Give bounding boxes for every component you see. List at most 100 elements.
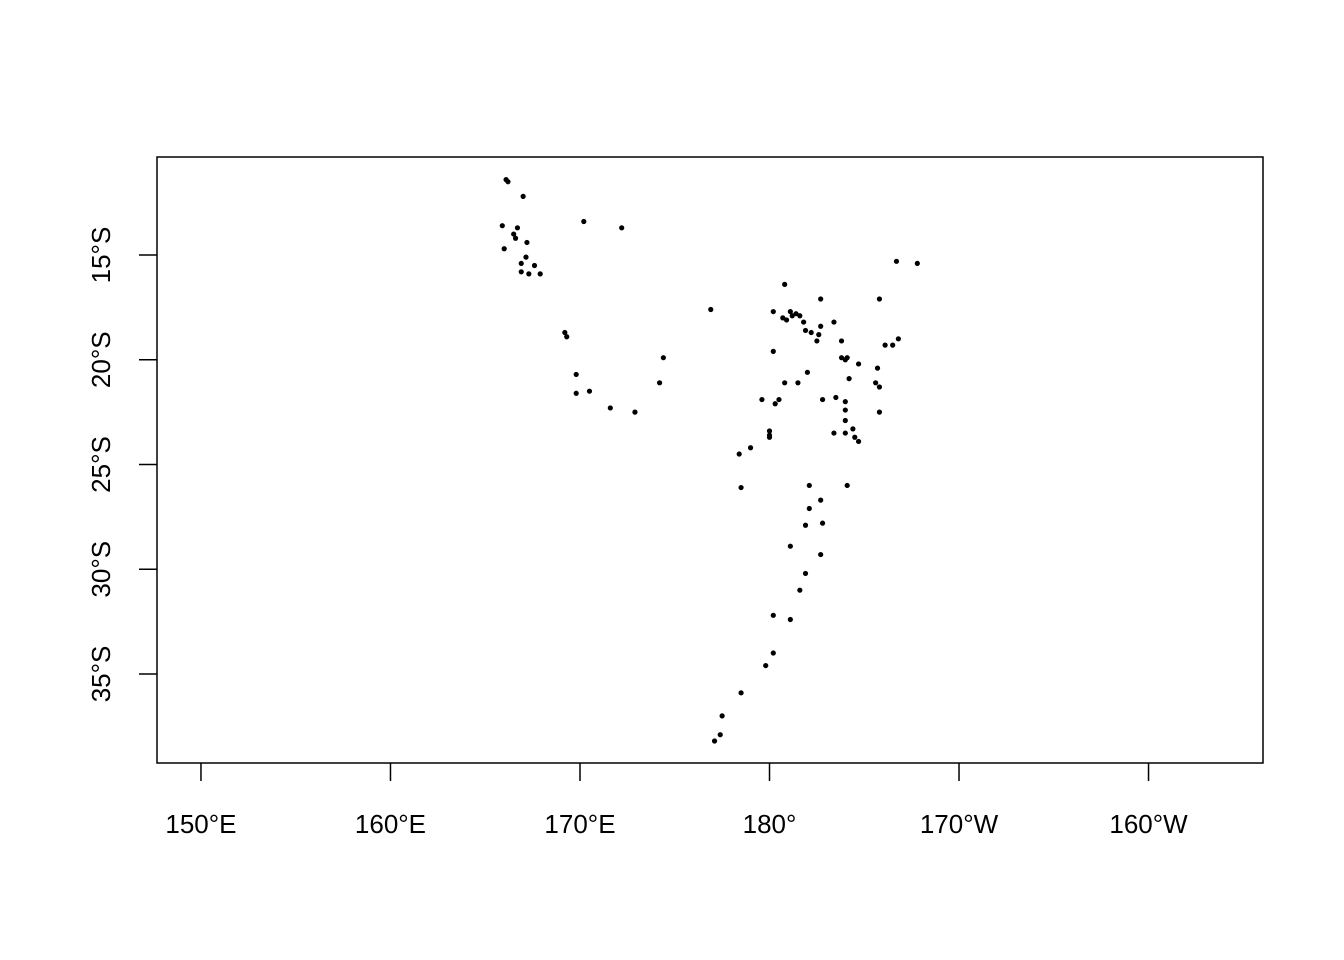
point (819, 396, 826, 403)
point (770, 612, 776, 618)
point (842, 399, 848, 405)
point (882, 342, 888, 348)
point (780, 315, 786, 321)
x-tick-label: 150°E (165, 809, 236, 839)
point (766, 434, 773, 440)
plot-frame (156, 156, 1264, 764)
x-tick-label: 160°E (355, 809, 426, 839)
y-tick-label: 35°S (86, 646, 116, 703)
point (850, 426, 856, 432)
point (842, 357, 848, 363)
point (738, 690, 744, 696)
point (819, 520, 826, 526)
point (763, 662, 769, 669)
x-tick-label: 170°W (920, 809, 999, 839)
point (806, 482, 812, 489)
point (873, 380, 879, 386)
point (842, 430, 848, 436)
point (573, 390, 579, 396)
x-tick-label: 170°E (544, 809, 615, 839)
point (802, 570, 809, 577)
point (808, 329, 814, 336)
point (512, 235, 519, 241)
point (816, 332, 822, 338)
point (876, 296, 883, 302)
point (586, 388, 593, 394)
point (844, 482, 850, 489)
point (656, 380, 663, 386)
point (855, 438, 862, 445)
point (846, 376, 852, 382)
point (499, 223, 505, 229)
point (783, 317, 790, 323)
x-tick-label: 180° (743, 809, 797, 839)
point (719, 713, 725, 719)
point (573, 371, 579, 378)
point (738, 484, 744, 491)
point (747, 445, 754, 451)
point (770, 308, 776, 315)
point (518, 269, 524, 275)
point (814, 338, 820, 344)
point (802, 327, 809, 334)
point (797, 313, 803, 319)
point (523, 254, 529, 260)
point (766, 428, 773, 434)
point (838, 355, 845, 361)
point (855, 361, 862, 367)
point (914, 260, 920, 267)
point (520, 193, 526, 199)
point (518, 260, 524, 267)
point (772, 401, 778, 407)
point (876, 384, 883, 390)
y-tick-label: 20°S (86, 331, 116, 388)
point (842, 407, 848, 413)
point (537, 271, 543, 277)
point (804, 369, 811, 375)
point (833, 394, 839, 401)
point (770, 650, 776, 656)
point (890, 342, 896, 348)
point (524, 239, 530, 246)
point (564, 334, 570, 340)
y-tick-label: 30°S (86, 541, 116, 598)
point (842, 417, 848, 424)
point (793, 311, 799, 317)
point (895, 336, 901, 342)
point (632, 409, 638, 415)
point (581, 218, 587, 225)
y-tick-label: 15°S (86, 227, 116, 284)
point (736, 451, 742, 457)
point (852, 434, 858, 440)
point (562, 329, 568, 336)
point (782, 281, 788, 287)
point (787, 616, 793, 623)
x-tick-label: 160°W (1109, 809, 1188, 839)
point (818, 497, 824, 503)
point (776, 396, 782, 403)
point (711, 738, 718, 744)
point (770, 348, 776, 354)
point (802, 522, 809, 528)
point (831, 319, 837, 325)
point (874, 365, 881, 371)
point (876, 409, 883, 415)
point (759, 396, 765, 403)
point (501, 246, 507, 252)
point (717, 732, 723, 738)
point (806, 505, 812, 512)
point (818, 323, 824, 329)
point (787, 308, 793, 315)
point (619, 225, 625, 231)
point (607, 405, 613, 411)
point (831, 430, 837, 436)
point (531, 262, 538, 269)
point (801, 319, 807, 325)
point (514, 225, 521, 231)
point (797, 587, 803, 593)
y-tick-label: 25°S (86, 436, 116, 493)
point (708, 306, 714, 313)
point (660, 355, 666, 361)
point (789, 313, 795, 319)
point (818, 296, 824, 302)
